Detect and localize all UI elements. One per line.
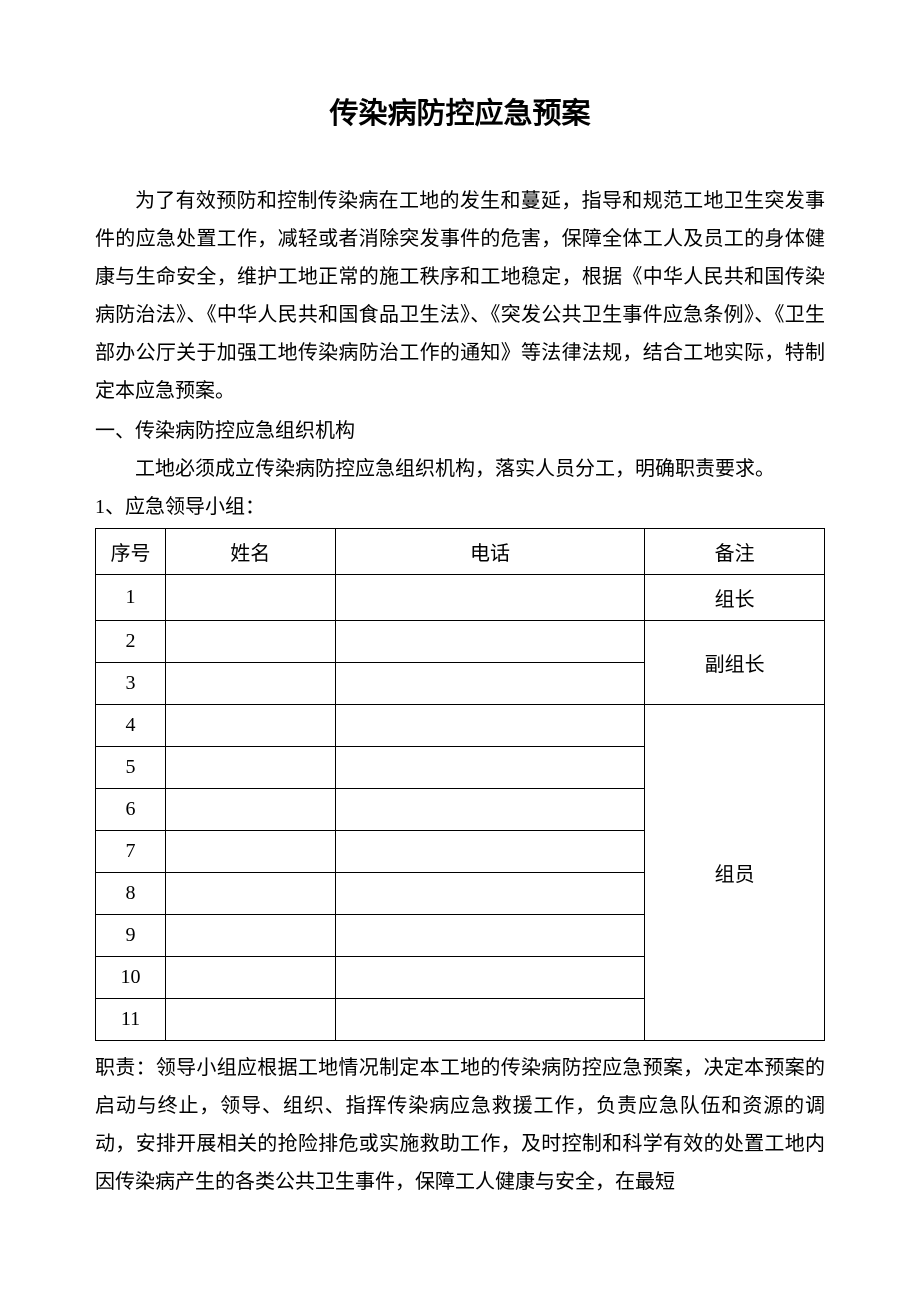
cell-seq: 7 [96, 831, 166, 873]
cell-seq: 3 [96, 663, 166, 705]
cell-phone [335, 575, 645, 621]
cell-seq: 9 [96, 915, 166, 957]
cell-remark: 组员 [645, 705, 825, 1041]
cell-name [165, 873, 335, 915]
cell-phone [335, 663, 645, 705]
header-seq: 序号 [96, 529, 166, 575]
cell-name [165, 747, 335, 789]
cell-seq: 6 [96, 789, 166, 831]
cell-phone [335, 999, 645, 1041]
leadership-table: 序号 姓名 电话 备注 1组长2副组长34组员567891011 [95, 528, 825, 1041]
cell-seq: 5 [96, 747, 166, 789]
cell-seq: 8 [96, 873, 166, 915]
cell-name [165, 789, 335, 831]
cell-name [165, 705, 335, 747]
cell-phone [335, 705, 645, 747]
table-row: 1 组长 [96, 575, 825, 621]
cell-phone [335, 747, 645, 789]
table-header-row: 序号 姓名 电话 备注 [96, 529, 825, 575]
subsection-1-heading: 1、应急领导小组： [95, 488, 825, 526]
cell-phone [335, 957, 645, 999]
cell-seq: 11 [96, 999, 166, 1041]
cell-seq: 10 [96, 957, 166, 999]
document-title: 传染病防控应急预案 [95, 90, 825, 132]
cell-name [165, 915, 335, 957]
intro-paragraph: 为了有效预防和控制传染病在工地的发生和蔓延，指导和规范工地卫生突发事件的应急处置… [95, 182, 825, 410]
header-phone: 电话 [335, 529, 645, 575]
cell-name [165, 621, 335, 663]
table-row: 2副组长 [96, 621, 825, 663]
section-1-body: 工地必须成立传染病防控应急组织机构，落实人员分工，明确职责要求。 [95, 450, 825, 488]
cell-seq: 1 [96, 575, 166, 621]
header-remark: 备注 [645, 529, 825, 575]
section-1-heading: 一、传染病防控应急组织机构 [95, 412, 825, 450]
cell-phone [335, 873, 645, 915]
cell-seq: 4 [96, 705, 166, 747]
cell-name [165, 575, 335, 621]
cell-remark: 副组长 [645, 621, 825, 705]
cell-name [165, 831, 335, 873]
header-name: 姓名 [165, 529, 335, 575]
cell-phone [335, 915, 645, 957]
cell-remark: 组长 [645, 575, 825, 621]
cell-name [165, 663, 335, 705]
cell-name [165, 957, 335, 999]
table-body: 1组长2副组长34组员567891011 [96, 575, 825, 1041]
cell-name [165, 999, 335, 1041]
table-row: 4组员 [96, 705, 825, 747]
cell-seq: 2 [96, 621, 166, 663]
cell-phone [335, 789, 645, 831]
duties-paragraph: 职责：领导小组应根据工地情况制定本工地的传染病防控应急预案，决定本预案的启动与终… [95, 1049, 825, 1201]
cell-phone [335, 621, 645, 663]
cell-phone [335, 831, 645, 873]
